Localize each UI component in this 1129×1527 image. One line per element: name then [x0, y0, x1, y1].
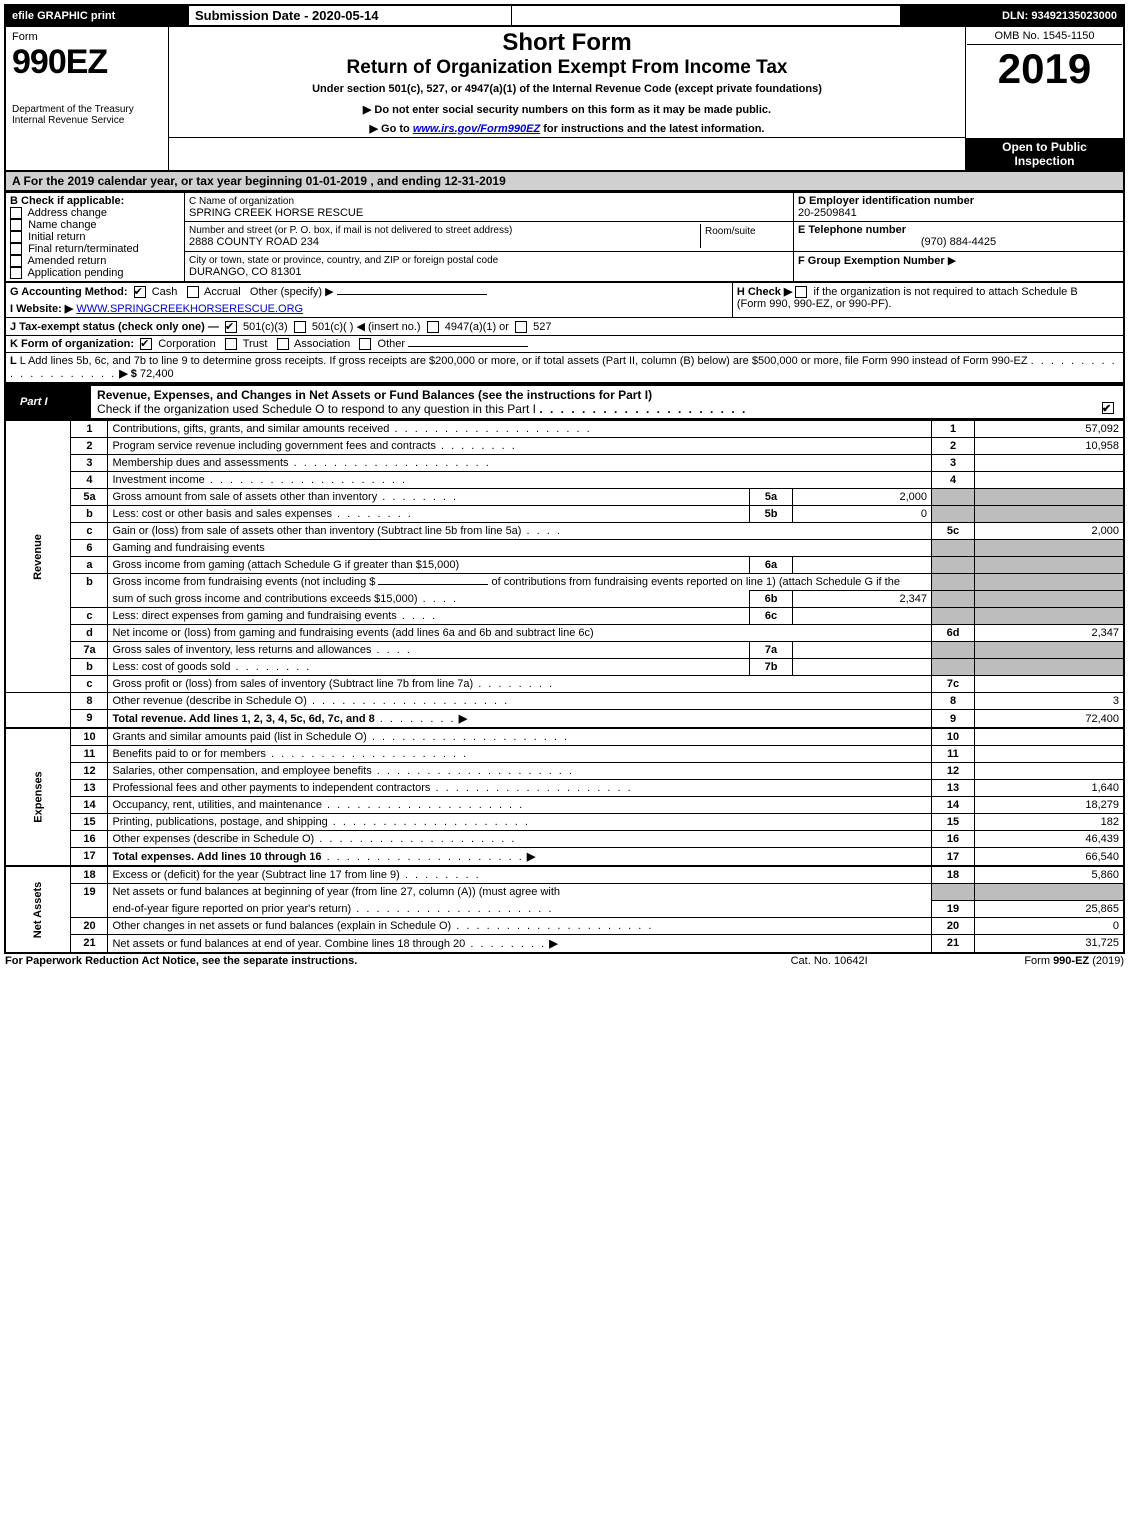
d-ein-label: D Employer identification number: [798, 195, 974, 207]
dln: DLN: 93492135023000: [901, 5, 1125, 26]
other-org-input[interactable]: [408, 346, 528, 347]
g-label: G Accounting Method:: [10, 286, 128, 298]
line5c-amount: 2,000: [975, 523, 1125, 540]
line8-amount: 3: [975, 693, 1125, 710]
f-group-label: F Group Exemption Number: [798, 255, 945, 267]
chk-other-org[interactable]: [359, 338, 371, 350]
goto-suffix: for instructions and the latest informat…: [543, 123, 764, 135]
line21-amount: 31,725: [975, 934, 1125, 953]
line6b-blank[interactable]: [378, 584, 488, 585]
lines-table: Revenue 1 Contributions, gifts, grants, …: [4, 420, 1125, 954]
form-number: 990EZ: [12, 43, 162, 82]
line5a-value: 2,000: [793, 489, 932, 506]
section-a-tax-year: A For the 2019 calendar year, or tax yea…: [4, 172, 1125, 192]
chk-association[interactable]: [277, 338, 289, 350]
goto-prefix: ▶ Go to: [370, 123, 413, 135]
org-name: SPRING CREEK HORSE RESCUE: [189, 207, 363, 219]
chk-initial-return[interactable]: [10, 231, 22, 243]
form-label: Form: [12, 31, 162, 43]
phone-value: (970) 884-4425: [798, 236, 1119, 248]
chk-501c3[interactable]: [225, 321, 237, 333]
l-value: 72,400: [140, 368, 174, 380]
part-i-title: Revenue, Expenses, and Changes in Net As…: [97, 388, 652, 402]
top-bar: efile GRAPHIC print Submission Date - 20…: [4, 4, 1125, 27]
e-phone-label: E Telephone number: [798, 224, 906, 236]
paperwork-notice: For Paperwork Reduction Act Notice, see …: [5, 955, 357, 967]
chk-527[interactable]: [515, 321, 527, 333]
other-specify-input[interactable]: [337, 294, 487, 295]
chk-amended-return[interactable]: [10, 255, 22, 267]
side-expenses: Expenses: [32, 772, 44, 823]
line15-amount: 182: [975, 814, 1125, 831]
part-i-scho: Check if the organization used Schedule …: [97, 402, 536, 416]
room-suite-label: Room/suite: [701, 224, 790, 248]
chk-h[interactable]: [795, 286, 807, 298]
line19-amount: 25,865: [975, 900, 1125, 917]
ssn-note: ▶ Do not enter social security numbers o…: [179, 103, 955, 116]
form-header: Form 990EZ Department of the Treasury In…: [4, 27, 1125, 172]
line13-amount: 1,640: [975, 780, 1125, 797]
chk-name-change[interactable]: [10, 219, 22, 231]
l-text: L Add lines 5b, 6c, and 7b to line 9 to …: [20, 355, 1028, 367]
short-form-title: Short Form: [179, 29, 955, 57]
line1-amount: 57,092: [975, 421, 1125, 438]
street-value: 2888 COUNTY ROAD 234: [189, 236, 319, 248]
chk-accrual[interactable]: [187, 286, 199, 298]
chk-4947[interactable]: [427, 321, 439, 333]
line5b-value: 0: [793, 506, 932, 523]
chk-final-return[interactable]: [10, 243, 22, 255]
under-section: Under section 501(c), 527, or 4947(a)(1)…: [179, 83, 955, 95]
chk-schedule-o[interactable]: [1102, 402, 1114, 414]
irs-link[interactable]: www.irs.gov/Form990EZ: [413, 123, 540, 135]
website-link[interactable]: WWW.SPRINGCREEKHORSERESCUE.ORG: [76, 303, 303, 315]
chk-address-change[interactable]: [10, 207, 22, 219]
f-arrow: ▶: [948, 255, 956, 267]
chk-application-pending[interactable]: [10, 267, 22, 279]
j-label: J Tax-exempt status (check only one) —: [10, 321, 219, 333]
part-i-tag: Part I: [5, 385, 91, 419]
chk-501c[interactable]: [294, 321, 306, 333]
c-name-label: C Name of organization: [189, 196, 294, 207]
i-label: I Website: ▶: [10, 303, 73, 315]
return-title: Return of Organization Exempt From Incom…: [179, 57, 955, 79]
open-public-1: Open to Public: [976, 140, 1113, 154]
submission-date: Submission Date - 2020-05-14: [189, 5, 512, 26]
city-state-value: DURANGO, CO 81301: [189, 266, 301, 278]
chk-cash[interactable]: [134, 286, 146, 298]
open-public-2: Inspection: [976, 154, 1113, 168]
line20-amount: 0: [975, 917, 1125, 934]
line18-amount: 5,860: [975, 866, 1125, 884]
ein-value: 20-2509841: [798, 207, 857, 219]
footer: For Paperwork Reduction Act Notice, see …: [4, 954, 1125, 968]
side-netassets: Net Assets: [32, 881, 44, 937]
line14-amount: 18,279: [975, 797, 1125, 814]
line6d-amount: 2,347: [975, 625, 1125, 642]
c-city-label: City or town, state or province, country…: [189, 255, 498, 266]
line2-amount: 10,958: [975, 438, 1125, 455]
line9-amount: 72,400: [975, 710, 1125, 729]
irs-label: Internal Revenue Service: [12, 115, 162, 126]
side-revenue: Revenue: [32, 534, 44, 580]
line17-amount: 66,540: [975, 848, 1125, 867]
c-street-label: Number and street (or P. O. box, if mail…: [189, 225, 512, 236]
dept-treasury: Department of the Treasury: [12, 104, 162, 115]
h-label: H Check ▶: [737, 286, 793, 298]
entity-info: B Check if applicable: Address change Na…: [4, 192, 1125, 284]
chk-corporation[interactable]: [140, 338, 152, 350]
section-b-label: B Check if applicable:: [10, 195, 124, 207]
cat-no: Cat. No. 10642I: [746, 954, 912, 968]
tax-year: 2019: [967, 45, 1122, 93]
line16-amount: 46,439: [975, 831, 1125, 848]
part-i-heading: Part I Revenue, Expenses, and Changes in…: [4, 384, 1125, 420]
chk-trust[interactable]: [225, 338, 237, 350]
efile-print[interactable]: efile GRAPHIC print: [5, 5, 189, 26]
line6b-value: 2,347: [793, 591, 932, 608]
k-label: K Form of organization:: [10, 338, 134, 350]
omb-number: OMB No. 1545-1150: [967, 28, 1122, 45]
